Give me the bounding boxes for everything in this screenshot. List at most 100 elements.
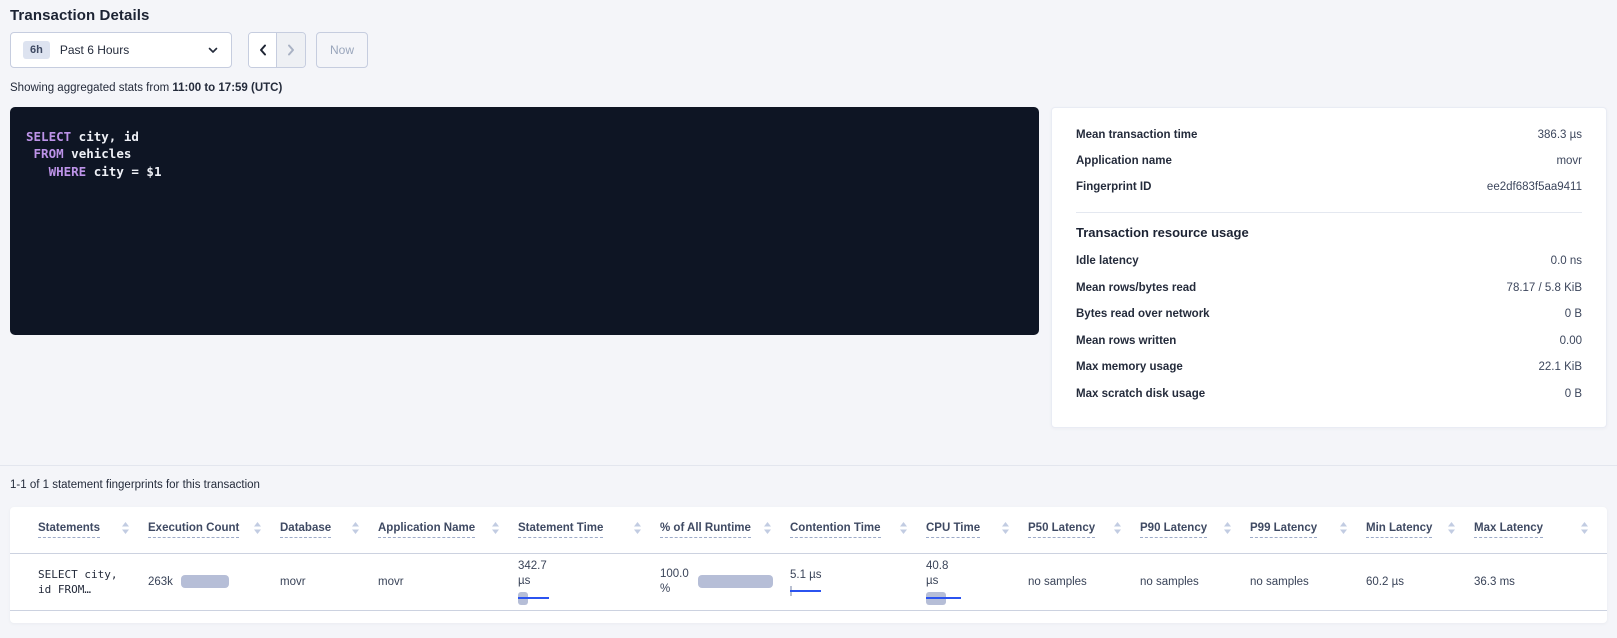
resource-label: Mean rows/bytes read — [1076, 281, 1197, 294]
statement-time-bar — [518, 591, 580, 605]
chevron-right-icon — [285, 43, 297, 57]
transaction-details-page: Transaction Details 6h Past 6 Hours Now — [0, 7, 1617, 623]
cell-application-name: movr — [378, 552, 518, 611]
statement-fingerprints-count: 1-1 of 1 statement fingerprints for this… — [10, 479, 260, 491]
aggregated-stats-range: Showing aggregated stats from 11:00 to 1… — [10, 82, 1607, 94]
table-header-row: Statements Execution Count Database Appl… — [10, 507, 1607, 553]
transaction-summary-panel: Mean transaction time 386.3 µs Applicati… — [1051, 107, 1607, 428]
statement-time-value: 342.7 µs — [518, 559, 547, 587]
sql-query-text: SELECT city, id FROM vehicles WHERE city… — [26, 129, 162, 179]
resource-value: 0 B — [1564, 387, 1582, 400]
column-header-p90-latency[interactable]: P90 Latency — [1140, 507, 1250, 553]
sort-icon[interactable] — [491, 521, 500, 539]
previous-interval-button[interactable] — [249, 33, 277, 67]
now-button[interactable]: Now — [316, 32, 369, 68]
execution-count-bar — [180, 575, 229, 588]
resource-row: Mean rows/bytes read 78.17 / 5.8 KiB — [1076, 275, 1582, 302]
summary-value: 386.3 µs — [1537, 129, 1582, 141]
sort-icon[interactable] — [763, 521, 772, 539]
column-header-p99-latency[interactable]: P99 Latency — [1250, 507, 1366, 553]
summary-value: ee2df683f5aa9411 — [1486, 181, 1582, 193]
pct-runtime-bar — [698, 575, 773, 588]
column-header-p50-latency[interactable]: P50 Latency — [1028, 507, 1140, 553]
resource-usage-heading: Transaction resource usage — [1076, 225, 1249, 240]
resource-label: Idle latency — [1076, 255, 1139, 268]
cell-max-latency: 36.3 ms — [1474, 552, 1607, 611]
section-divider — [0, 465, 1617, 466]
column-header-contention-time[interactable]: Contention Time — [790, 507, 926, 553]
resource-label: Bytes read over network — [1076, 308, 1210, 321]
time-range-badge: 6h — [23, 41, 50, 59]
summary-label: Mean transaction time — [1076, 129, 1198, 141]
resource-label: Mean rows written — [1076, 334, 1177, 347]
sort-icon[interactable] — [1339, 521, 1348, 539]
pct-runtime-value: 100.0 % — [660, 567, 689, 595]
cell-p99-latency: no samples — [1250, 552, 1366, 611]
aggregated-stats-prefix: Showing aggregated stats from — [10, 82, 173, 94]
cpu-time-value: 40.8 µs — [926, 559, 949, 587]
resource-value: 0.0 ns — [1550, 255, 1582, 268]
aggregated-stats-time-range: 11:00 to 17:59 (UTC) — [172, 82, 283, 94]
cell-pct-runtime: 100.0 % — [660, 552, 790, 611]
contention-time-bar — [790, 585, 824, 596]
statements-table: Statements Execution Count Database Appl… — [10, 507, 1607, 611]
resource-value: 0 B — [1564, 308, 1582, 321]
summary-row: Application name movr — [1076, 148, 1582, 174]
cell-p50-latency: no samples — [1028, 552, 1140, 611]
sort-icon[interactable] — [1447, 521, 1456, 539]
column-header-min-latency[interactable]: Min Latency — [1366, 507, 1474, 553]
resource-value: 0.00 — [1559, 334, 1582, 347]
resource-row: Max memory usage 22.1 KiB — [1076, 354, 1582, 381]
sort-icon[interactable] — [633, 521, 642, 539]
statements-table-card: Statements Execution Count Database Appl… — [10, 507, 1607, 623]
execution-count-value: 263k — [148, 575, 173, 588]
column-header-max-latency[interactable]: Max Latency — [1474, 507, 1607, 553]
sort-icon[interactable] — [1223, 521, 1232, 539]
cell-contention-time: 5.1 µs — [790, 552, 926, 611]
sort-icon[interactable] — [899, 521, 908, 539]
time-step-buttons — [248, 32, 306, 68]
column-header-database[interactable]: Database — [280, 507, 378, 553]
chevron-left-icon — [257, 43, 269, 57]
summary-divider — [1076, 212, 1582, 213]
cell-database: movr — [280, 552, 378, 611]
resource-row: Mean rows written 0.00 — [1076, 328, 1582, 355]
cell-execution-count: 263k — [148, 552, 280, 611]
contention-time-value: 5.1 µs — [790, 568, 822, 581]
resource-row: Bytes read over network 0 B — [1076, 301, 1582, 328]
column-header-statements[interactable]: Statements — [10, 507, 148, 553]
sql-query-box: SELECT city, id FROM vehicles WHERE city… — [10, 107, 1039, 335]
resource-row: Idle latency 0.0 ns — [1076, 248, 1582, 275]
cpu-time-bar — [926, 591, 966, 605]
time-range-dropdown[interactable]: 6h Past 6 Hours — [10, 32, 232, 68]
column-header-statement-time[interactable]: Statement Time — [518, 507, 660, 553]
sort-icon[interactable] — [1580, 521, 1589, 539]
cell-statement[interactable]: SELECT city, id FROM… — [10, 552, 148, 611]
summary-row: Mean transaction time 386.3 µs — [1076, 122, 1582, 148]
sort-icon[interactable] — [253, 521, 262, 539]
sort-icon[interactable] — [1001, 521, 1010, 539]
statement-row: SELECT city, id FROM… 263k movr movr 342… — [10, 552, 1607, 611]
resource-label: Max memory usage — [1076, 361, 1183, 374]
resource-value: 78.17 / 5.8 KiB — [1506, 281, 1582, 294]
sort-icon[interactable] — [1113, 521, 1122, 539]
column-header-application-name[interactable]: Application Name — [378, 507, 518, 553]
summary-row: Fingerprint ID ee2df683f5aa9411 — [1076, 174, 1582, 200]
time-controls: 6h Past 6 Hours Now — [10, 32, 1607, 68]
column-header-execution-count[interactable]: Execution Count — [148, 507, 280, 553]
summary-label: Application name — [1076, 155, 1172, 167]
cell-statement-time: 342.7 µs — [518, 552, 660, 611]
cell-cpu-time: 40.8 µs — [926, 552, 1028, 611]
summary-label: Fingerprint ID — [1076, 181, 1152, 193]
next-interval-button[interactable] — [277, 33, 305, 67]
time-range-label: Past 6 Hours — [59, 43, 130, 57]
page-title: Transaction Details — [10, 7, 150, 24]
sort-icon[interactable] — [121, 521, 130, 539]
resource-value: 22.1 KiB — [1538, 361, 1582, 374]
column-header-cpu-time[interactable]: CPU Time — [926, 507, 1028, 553]
column-header-pct-runtime[interactable]: % of All Runtime — [660, 507, 790, 553]
cell-min-latency: 60.2 µs — [1366, 552, 1474, 611]
summary-value: movr — [1556, 155, 1582, 167]
chevron-down-icon — [207, 44, 219, 56]
sort-icon[interactable] — [351, 521, 360, 539]
